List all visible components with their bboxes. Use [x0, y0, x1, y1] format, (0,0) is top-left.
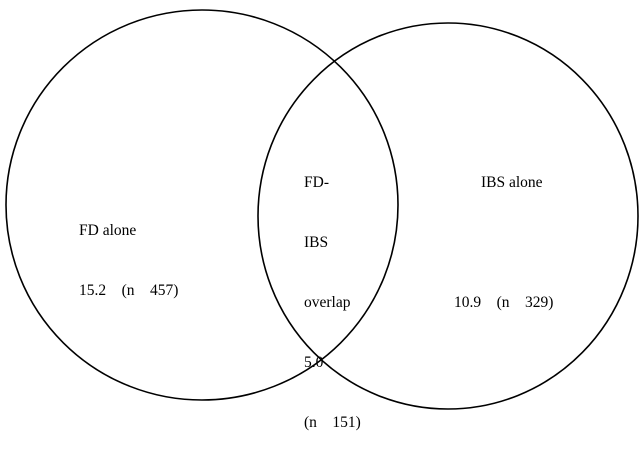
overlap-line-2: IBS	[304, 234, 329, 251]
fd-alone-label: FD alone 15.2 (n 457)	[79, 181, 178, 321]
ibs-alone-label: IBS alone 10.9 (n 329)	[454, 133, 553, 333]
venn-diagram	[5, 9, 639, 410]
overlap-count: (n 151)	[304, 414, 361, 431]
overlap-line-1: FD-	[304, 174, 329, 191]
overlap-line-3: overlap	[304, 294, 351, 311]
ibs-alone-title: IBS alone	[481, 174, 543, 191]
fd-circle	[5, 9, 399, 401]
ibs-alone-spacer	[454, 233, 553, 253]
overlap-label: FD- IBS overlap 5.0 (n 151)	[304, 133, 361, 453]
overlap-value: 5.0	[304, 354, 324, 371]
fd-alone-value: 15.2 (n 457)	[79, 282, 179, 299]
ibs-alone-value: 10.9 (n 329)	[454, 294, 554, 311]
fd-alone-title: FD alone	[79, 222, 137, 239]
ibs-circle	[257, 22, 639, 410]
